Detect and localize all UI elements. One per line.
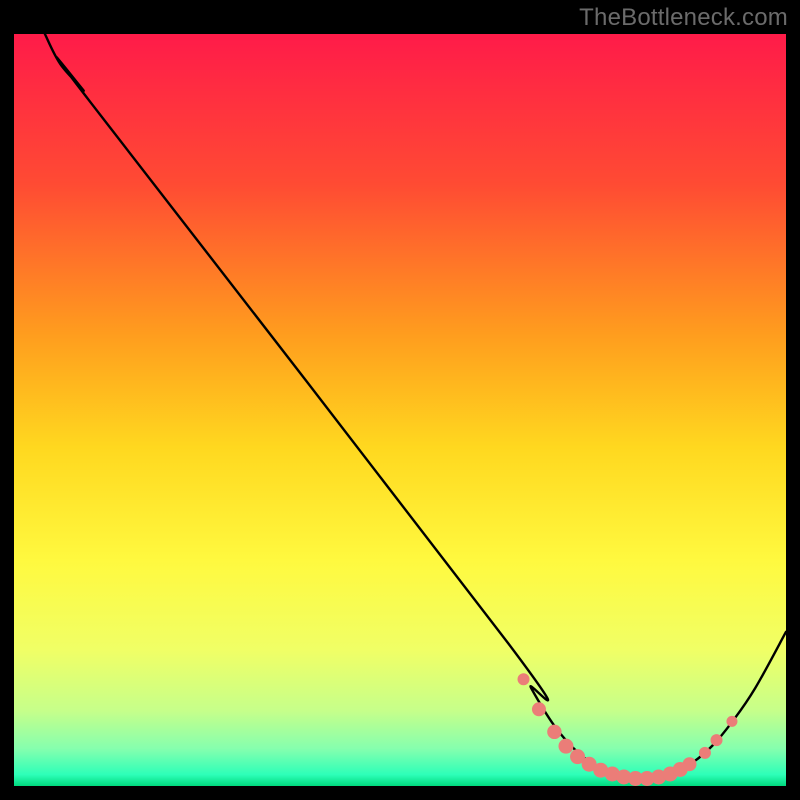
chart-root: TheBottleneck.com [0, 0, 800, 800]
marker-point [518, 673, 530, 685]
gradient-background [14, 34, 786, 786]
plot-area [14, 34, 786, 786]
marker-point [532, 702, 546, 716]
marker-point [547, 725, 561, 739]
marker-point [726, 716, 737, 727]
marker-point [711, 734, 723, 746]
marker-point [683, 757, 697, 771]
watermark-text: TheBottleneck.com [579, 4, 788, 32]
chart-svg [14, 34, 786, 786]
marker-point [699, 747, 711, 759]
marker-point [558, 739, 573, 754]
